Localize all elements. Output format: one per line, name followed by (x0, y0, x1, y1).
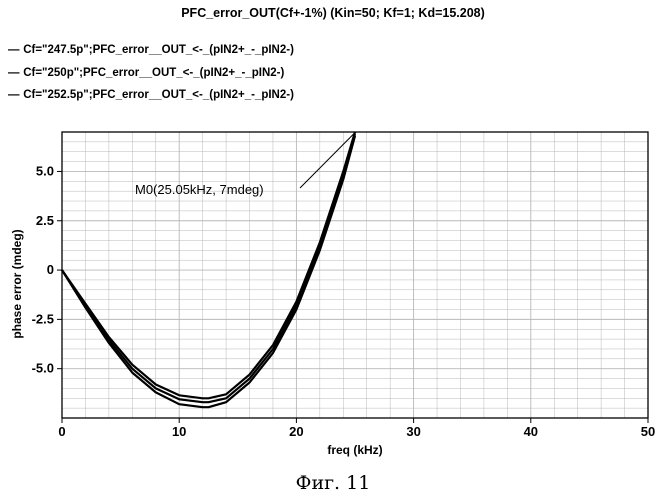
y-axis-label: phase error (mdeg) (10, 229, 24, 339)
x-tick-label: 10 (172, 424, 186, 439)
y-tick-label: 0 (47, 262, 54, 277)
y-tick-label: -5.0 (32, 361, 54, 376)
chart-legend: — Cf="247.5p";PFC_error__OUT_<-_(pIN2+_-… (8, 42, 294, 110)
plot-frame (61, 131, 649, 419)
series-line (61, 131, 357, 400)
x-tick-label: 0 (58, 424, 65, 439)
legend-label: Cf="250p";PFC_error__OUT_<-_(pIN2+_-_pIN… (23, 66, 285, 79)
legend-marker: — (8, 44, 20, 56)
legend-marker: — (8, 89, 20, 101)
y-tick-label: 2.5 (36, 213, 54, 228)
x-tick-label: 30 (406, 424, 420, 439)
legend-item-252p5: — Cf="252.5p";PFC_error__OUT_<-_(pIN2+_-… (8, 87, 294, 110)
series-line (61, 133, 357, 404)
legend-marker: — (8, 66, 20, 79)
x-tick-label: 20 (289, 424, 303, 439)
legend-label: Cf="252.5p";PFC_error__OUT_<-_(pIN2+_-_p… (23, 89, 294, 101)
x-tick-label: 50 (641, 424, 655, 439)
x-tick-label: 40 (524, 424, 538, 439)
annotation-leader-line (299, 131, 356, 189)
series-line (61, 135, 357, 409)
x-axis-label: freq (kHz) (327, 443, 383, 457)
legend-label: Cf="247.5p";PFC_error__OUT_<-_(pIN2+_-_p… (23, 44, 294, 56)
marker-annotation: M0(25.05kHz, 7mdeg) (135, 182, 264, 197)
y-tick-label: 5.0 (36, 163, 54, 178)
chart-title: PFC_error_OUT(Cf+-1%) (Kin=50; Kf=1; Kd=… (181, 6, 485, 20)
legend-item-247p5: — Cf="247.5p";PFC_error__OUT_<-_(pIN2+_-… (8, 42, 294, 65)
legend-item-250: — Cf="250p";PFC_error__OUT_<-_(pIN2+_-_p… (8, 65, 294, 88)
figure-caption: Фиг. 11 (295, 472, 371, 494)
y-tick-label: -2.5 (32, 311, 54, 326)
